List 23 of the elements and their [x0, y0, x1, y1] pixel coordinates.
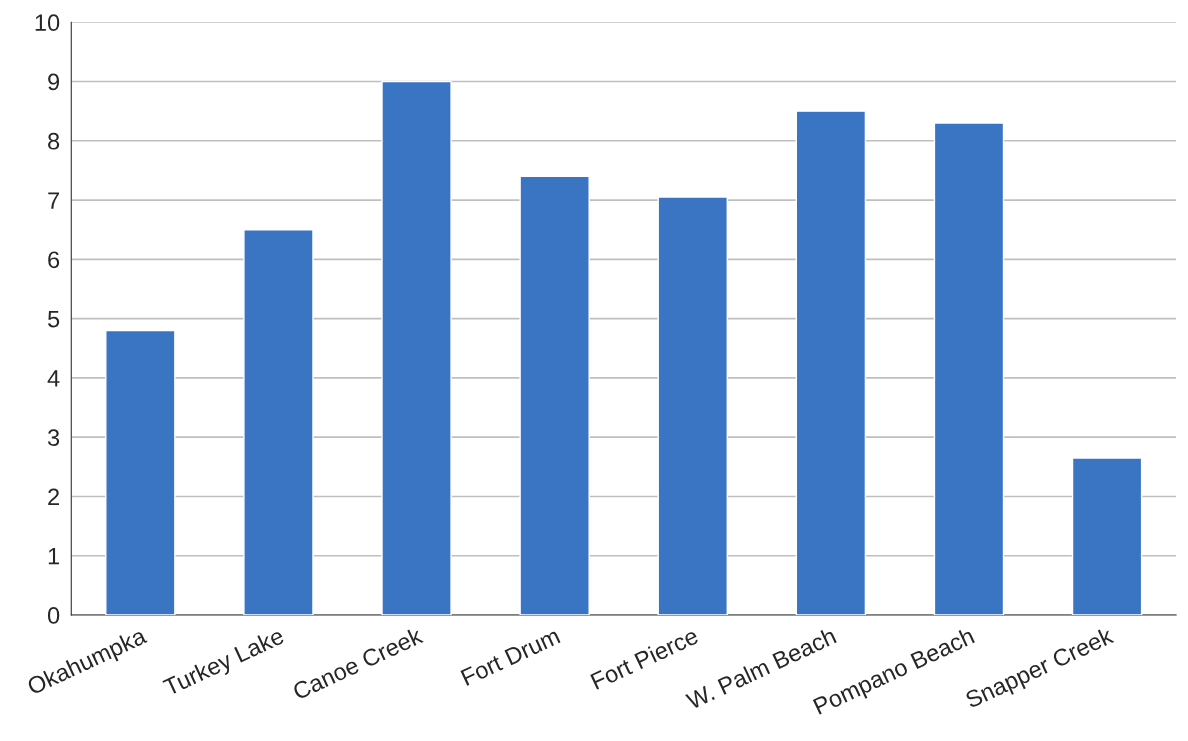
y-tick-label: 5: [47, 310, 60, 328]
y-tick-label: 3: [47, 429, 60, 446]
y-tick-label: 6: [48, 251, 60, 269]
bar: [933, 122, 1005, 616]
bar: [519, 175, 590, 616]
bar: [381, 80, 452, 616]
y-tick-label: 7: [48, 192, 59, 209]
y-tick-label: 10: [35, 14, 60, 32]
y-tick-label: 0: [47, 607, 60, 624]
bar: [243, 229, 314, 616]
bar: [657, 196, 728, 616]
x-tick-label: Fort Drum: [460, 627, 561, 686]
y-tick-label: 8: [48, 132, 60, 150]
bar: [105, 329, 176, 616]
y-tick-label: 9: [48, 73, 60, 91]
x-tick-label: Canoe Creek: [291, 626, 424, 701]
bar: [795, 110, 867, 616]
x-tick-label: Fort Pierce: [589, 626, 700, 690]
y-tick-label: 2: [48, 488, 59, 506]
bar: [1071, 457, 1143, 616]
x-tick-label: Turkey Lake: [161, 626, 287, 701]
y-tick-label: 4: [47, 370, 60, 387]
y-tick-label: 1: [48, 548, 60, 565]
